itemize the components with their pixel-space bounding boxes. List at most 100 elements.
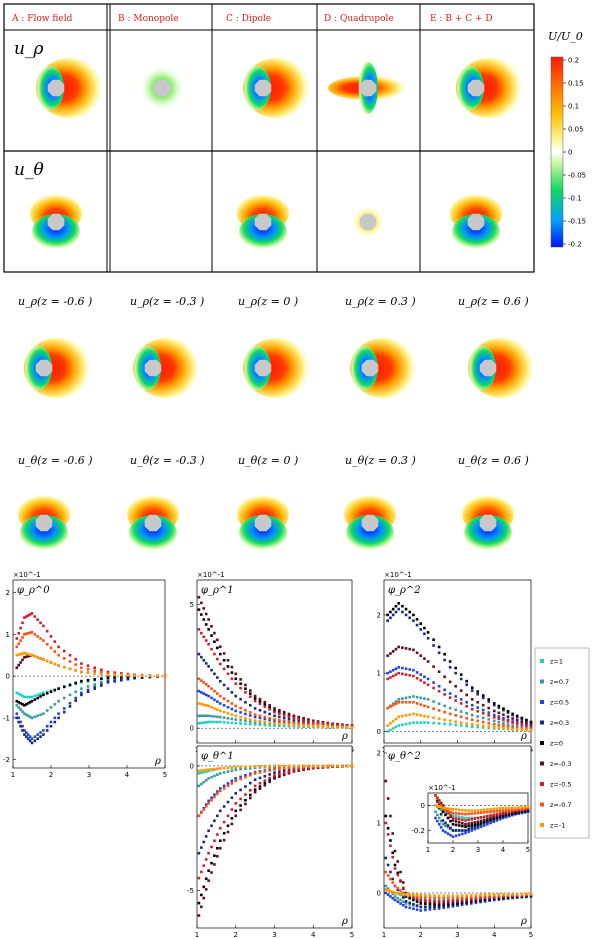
data-point <box>226 687 230 690</box>
data-point <box>200 679 203 682</box>
data-point <box>15 716 19 720</box>
data-point <box>226 721 230 724</box>
data-point <box>488 894 491 898</box>
data-point <box>511 808 514 811</box>
data-point <box>492 703 496 707</box>
data-point <box>234 792 238 795</box>
data-point <box>222 784 226 788</box>
data-point <box>25 713 28 717</box>
data-point <box>451 822 455 826</box>
data-point <box>17 700 20 704</box>
data-point <box>449 819 452 823</box>
data-point <box>511 806 514 810</box>
data-point <box>268 780 271 784</box>
cylinder-shape <box>153 79 171 97</box>
data-point <box>419 893 423 897</box>
data-point <box>488 896 491 899</box>
data-point <box>345 764 349 768</box>
plot-frame <box>427 792 529 844</box>
data-point <box>268 769 271 772</box>
data-point <box>492 813 495 817</box>
data-point <box>473 823 477 827</box>
data-point <box>226 766 230 770</box>
data-point <box>497 704 501 708</box>
data-point <box>419 714 423 717</box>
data-point <box>21 658 24 662</box>
data-point <box>419 703 423 706</box>
data-point <box>36 655 39 659</box>
y-tick-label: -0.2 <box>411 827 425 835</box>
data-point <box>253 790 257 794</box>
data-point <box>28 735 32 738</box>
data-point <box>25 695 28 699</box>
data-point <box>197 689 201 693</box>
data-point <box>492 723 496 726</box>
data-point <box>391 613 395 617</box>
data-point <box>446 807 450 810</box>
slice-maps <box>18 338 536 551</box>
data-point <box>502 721 505 725</box>
data-point <box>386 833 390 836</box>
data-point <box>210 824 213 828</box>
data-point <box>467 812 470 816</box>
data-point <box>515 718 519 722</box>
data-point <box>389 814 392 818</box>
y-axis-label: φ_ρ^0 <box>17 585 50 596</box>
data-point <box>464 816 467 820</box>
data-point <box>426 715 430 719</box>
data-point <box>391 890 395 894</box>
data-point <box>93 685 96 689</box>
data-point <box>207 684 210 688</box>
data-point <box>19 626 22 630</box>
data-point <box>226 782 230 785</box>
x-axis-label: ρ <box>341 916 348 927</box>
data-point <box>470 703 474 707</box>
data-point <box>408 903 412 906</box>
y-tick-label: 2 <box>6 589 10 597</box>
data-point <box>419 628 423 631</box>
data-point <box>497 720 501 724</box>
x-tick-label: 5 <box>163 771 167 779</box>
data-point <box>210 861 213 865</box>
data-point <box>42 658 45 661</box>
data-point <box>23 633 26 636</box>
data-point <box>449 814 452 817</box>
data-point <box>106 670 110 674</box>
data-point <box>282 767 286 770</box>
data-point <box>68 705 72 708</box>
cylinder-shape <box>254 213 272 231</box>
data-point <box>207 704 210 708</box>
data-point <box>45 659 49 663</box>
data-point <box>230 822 234 826</box>
data-point <box>307 718 310 721</box>
data-point <box>498 809 502 813</box>
data-point <box>464 822 467 826</box>
y-tick-label: 0 <box>421 802 425 810</box>
data-point <box>218 679 222 683</box>
data-point <box>495 819 499 822</box>
data-point <box>415 651 419 655</box>
data-point <box>459 702 463 705</box>
data-point <box>42 733 45 736</box>
data-point <box>80 687 83 690</box>
data-point <box>244 802 247 806</box>
data-point <box>404 673 408 676</box>
data-point <box>202 885 206 889</box>
data-point <box>467 827 470 831</box>
data-point <box>292 768 296 772</box>
data-point <box>311 720 315 724</box>
data-point <box>404 613 408 617</box>
data-point <box>439 804 443 808</box>
header-dipole: C : Dipole <box>226 14 271 24</box>
data-point <box>207 851 210 855</box>
data-point <box>25 731 28 734</box>
data-point <box>39 695 42 698</box>
data-point <box>415 908 419 911</box>
data-point <box>213 863 216 866</box>
data-point <box>302 722 305 726</box>
data-point <box>492 820 495 824</box>
data-point <box>451 814 455 817</box>
data-point <box>210 796 213 800</box>
data-point <box>432 681 435 684</box>
negative-lobe <box>20 515 68 551</box>
